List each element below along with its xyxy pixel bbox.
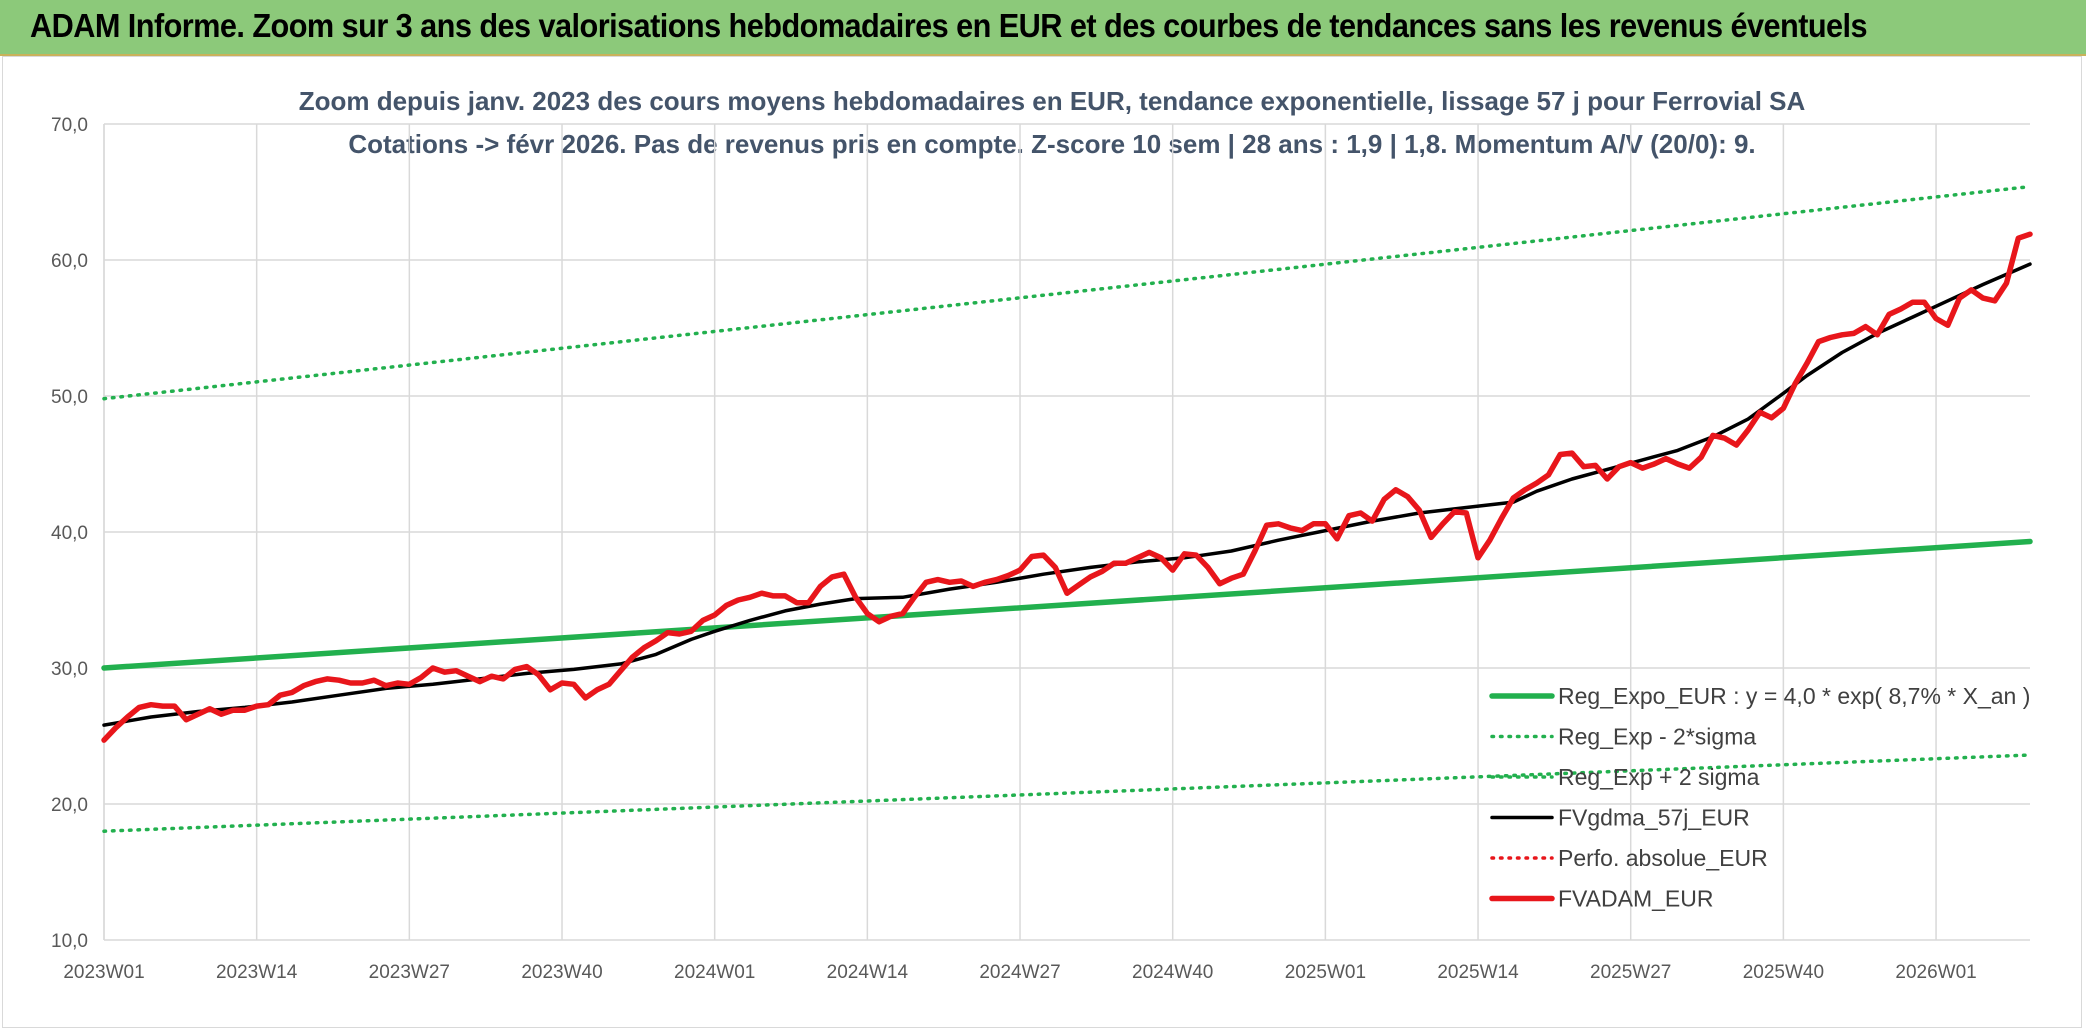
- y-tick-label: 50,0: [51, 387, 88, 408]
- legend-label: FVADAM_EUR: [1558, 886, 1714, 912]
- x-tick-label: 2023W14: [216, 962, 298, 983]
- chart-subtitle-line1: Zoom depuis janv. 2023 des cours moyens …: [299, 86, 1806, 116]
- x-tick-label: 2025W27: [1590, 962, 1671, 983]
- legend-label: Reg_Exp - 2*sigma: [1558, 724, 1756, 750]
- x-tick-label: 2025W40: [1743, 962, 1824, 983]
- legend-label: Reg_Exp + 2 sigma: [1558, 764, 1760, 790]
- y-tick-label: 30,0: [51, 659, 88, 680]
- x-tick-label: 2024W14: [827, 962, 909, 983]
- x-tick-label: 2025W01: [1285, 962, 1366, 983]
- y-tick-label: 60,0: [51, 251, 88, 272]
- x-axis-ticks: 2023W01 2023W14 2023W27 2023W40 2024W01 2024W…: [63, 962, 1976, 983]
- series-line-2: [102, 184, 2032, 401]
- x-tick-label: 2023W40: [521, 962, 602, 983]
- chart-frame: [2, 56, 2082, 1028]
- series-line-5: [101, 231, 2033, 743]
- x-tick-label: 2024W40: [1132, 962, 1213, 983]
- x-tick-label: 2024W01: [674, 962, 755, 983]
- legend-label: Reg_Expo_EUR : y = 4,0 * exp( 8,7% * X_a…: [1558, 683, 2030, 709]
- x-tick-label: 2023W27: [369, 962, 450, 983]
- y-axis-ticks: 10,0 20,0 30,0 40,0 50,0 60,0 70,0: [51, 115, 88, 952]
- legend-label: Perfo. absolue_EUR: [1558, 845, 1768, 871]
- x-tick-label: 2023W01: [63, 962, 144, 983]
- chart-subtitle-line2: Cotations -> févr 2026. Pas de revenus p…: [348, 129, 1755, 159]
- x-tick-label: 2026W01: [1895, 962, 1976, 983]
- x-tick-label: 2024W27: [979, 962, 1060, 983]
- series-line-3: [102, 262, 2032, 727]
- series-layer: [101, 184, 2033, 833]
- header-band: ADAM Informe. Zoom sur 3 ans des valoris…: [0, 0, 2086, 56]
- y-tick-label: 70,0: [51, 115, 88, 136]
- y-tick-label: 10,0: [51, 931, 88, 952]
- series-line-0: [101, 538, 2033, 671]
- series-line-1: [102, 753, 2032, 833]
- legend-label: FVgdma_57j_EUR: [1558, 805, 1750, 831]
- x-tick-label: 2025W14: [1437, 962, 1519, 983]
- report-title: ADAM Informe. Zoom sur 3 ans des valoris…: [30, 7, 1868, 44]
- y-tick-label: 40,0: [51, 523, 88, 544]
- chart-legend: Reg_Expo_EUR : y = 4,0 * exp( 8,7% * X_a…: [1489, 683, 2030, 912]
- chart-grid: [103, 123, 2030, 941]
- y-tick-label: 20,0: [51, 795, 88, 816]
